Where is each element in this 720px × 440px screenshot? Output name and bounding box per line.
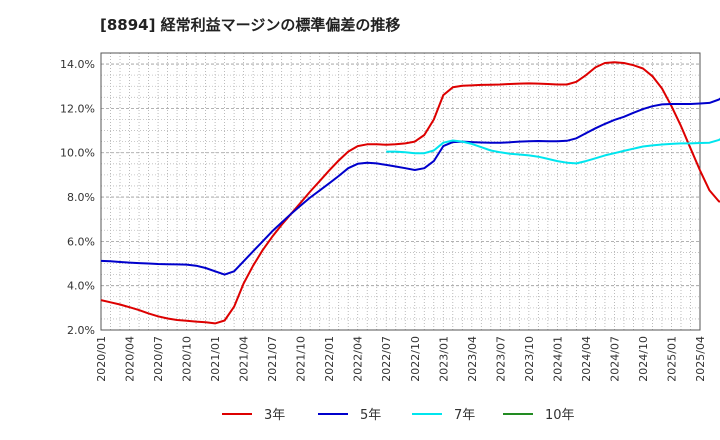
- x-tick-label: 2025/04: [694, 336, 707, 382]
- x-tick-label: 2020/04: [124, 336, 137, 382]
- plot-area: [101, 53, 700, 330]
- y-tick-label: 2.0%: [67, 324, 95, 337]
- y-tick-label: 10.0%: [60, 147, 95, 160]
- x-tick-label: 2021/04: [238, 336, 251, 382]
- y-tick-label: 12.0%: [60, 102, 95, 115]
- x-tick-label: 2022/01: [323, 336, 336, 382]
- x-tick-label: 2024/01: [551, 336, 564, 382]
- x-tick-label: 2025/01: [665, 336, 678, 382]
- x-tick-label: 2023/07: [494, 336, 507, 382]
- legend-label: 5年: [360, 408, 381, 423]
- legend-label: 10年: [545, 408, 575, 423]
- x-tick-label: 2023/04: [466, 336, 479, 382]
- y-tick-label: 8.0%: [67, 191, 95, 204]
- x-tick-label: 2020/01: [95, 336, 108, 382]
- series-line-3年: [100, 61, 720, 325]
- legend-label: 3年: [264, 408, 285, 423]
- series-line-5年: [100, 97, 720, 276]
- x-tick-label: 2023/10: [523, 336, 536, 382]
- y-tick-label: 4.0%: [67, 280, 95, 293]
- x-tick-label: 2024/10: [637, 336, 650, 382]
- x-tick-label: 2020/07: [152, 336, 165, 382]
- y-tick-label: 6.0%: [67, 235, 95, 248]
- x-tick-label: 2024/04: [580, 336, 593, 382]
- x-tick-label: 2021/10: [295, 336, 308, 382]
- y-tick-label: 14.0%: [60, 58, 95, 71]
- x-tick-label: 2020/10: [181, 336, 194, 382]
- x-tick-label: 2021/07: [266, 336, 279, 382]
- x-tick-label: 2021/01: [209, 336, 222, 382]
- plot-border: [100, 52, 701, 331]
- x-tick-label: 2022/10: [409, 336, 422, 382]
- legend-label: 7年: [454, 408, 475, 423]
- x-tick-label: 2022/07: [380, 336, 393, 382]
- chart-title: [8894] 経常利益マージンの標準偏差の推移: [100, 16, 401, 34]
- series-line-7年: [386, 138, 720, 165]
- x-tick-label: 2023/01: [437, 336, 450, 382]
- x-tick-label: 2022/04: [352, 336, 365, 382]
- x-tick-label: 2024/07: [608, 336, 621, 382]
